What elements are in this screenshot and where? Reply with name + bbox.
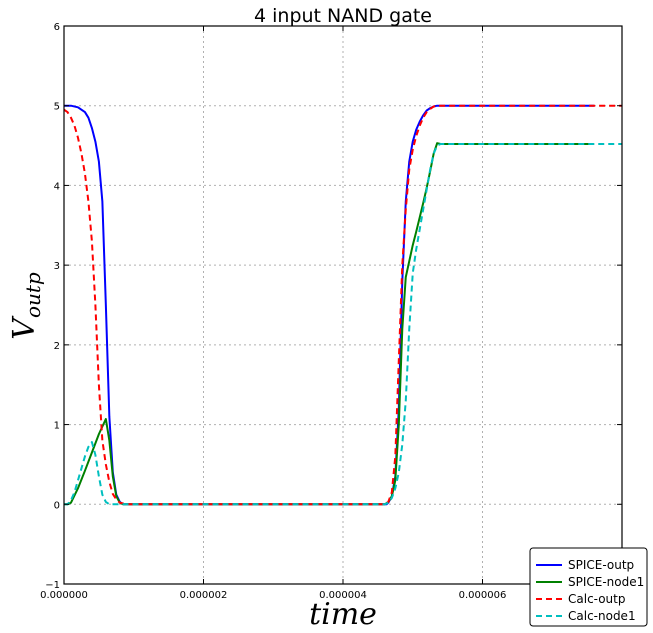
plot-frame — [63, 25, 623, 585]
series-line-spice-node1 — [64, 142, 595, 506]
legend-label-calc-outp: Calc-outp — [568, 592, 626, 606]
y-tick-label: 3 — [54, 261, 60, 272]
x-tick-label: 0.000000 — [40, 590, 88, 601]
chart-title: 4 input NAND gate — [254, 5, 432, 27]
legend-box — [529, 547, 648, 627]
x-axis-label: time — [309, 597, 377, 632]
legend-label-spice-outp: SPICE-outp — [568, 558, 634, 572]
x-tick-label: 0.000006 — [459, 590, 507, 601]
y-axis-label: Voutp — [7, 272, 45, 340]
y-axis-label-main: V — [7, 315, 42, 340]
series-layer — [63, 104, 622, 506]
legend: SPICE-outp SPICE-node1 Calc-outp Calc-node1 — [529, 547, 648, 627]
y-tick-label: 4 — [54, 181, 60, 192]
y-tick-label: 0 — [54, 500, 60, 511]
y-axis-label-sub: outp — [21, 272, 45, 318]
ticks: 0.000000 0.000002 0.000004 0.000006 −1 0 1 2 3 4 5… — [40, 22, 622, 601]
y-tick-label: 5 — [54, 102, 60, 113]
legend-label-calc-node1: Calc-node1 — [568, 609, 636, 623]
legend-label-spice-node1: SPICE-node1 — [568, 575, 644, 589]
y-tick-label: 2 — [54, 341, 60, 352]
y-tick-label: −1 — [45, 580, 60, 591]
x-tick-label: 0.000002 — [180, 590, 228, 601]
svg-text:Voutp: Voutp — [7, 272, 45, 340]
series-line-calc-outp — [63, 104, 622, 506]
x-tick-label: 0.000004 — [319, 590, 367, 601]
series-line-calc-node1 — [64, 142, 622, 506]
y-tick-label: 6 — [54, 22, 60, 33]
grid — [63, 25, 622, 585]
y-tick-label: 1 — [54, 421, 60, 432]
series-line-spice-outp — [64, 104, 595, 506]
